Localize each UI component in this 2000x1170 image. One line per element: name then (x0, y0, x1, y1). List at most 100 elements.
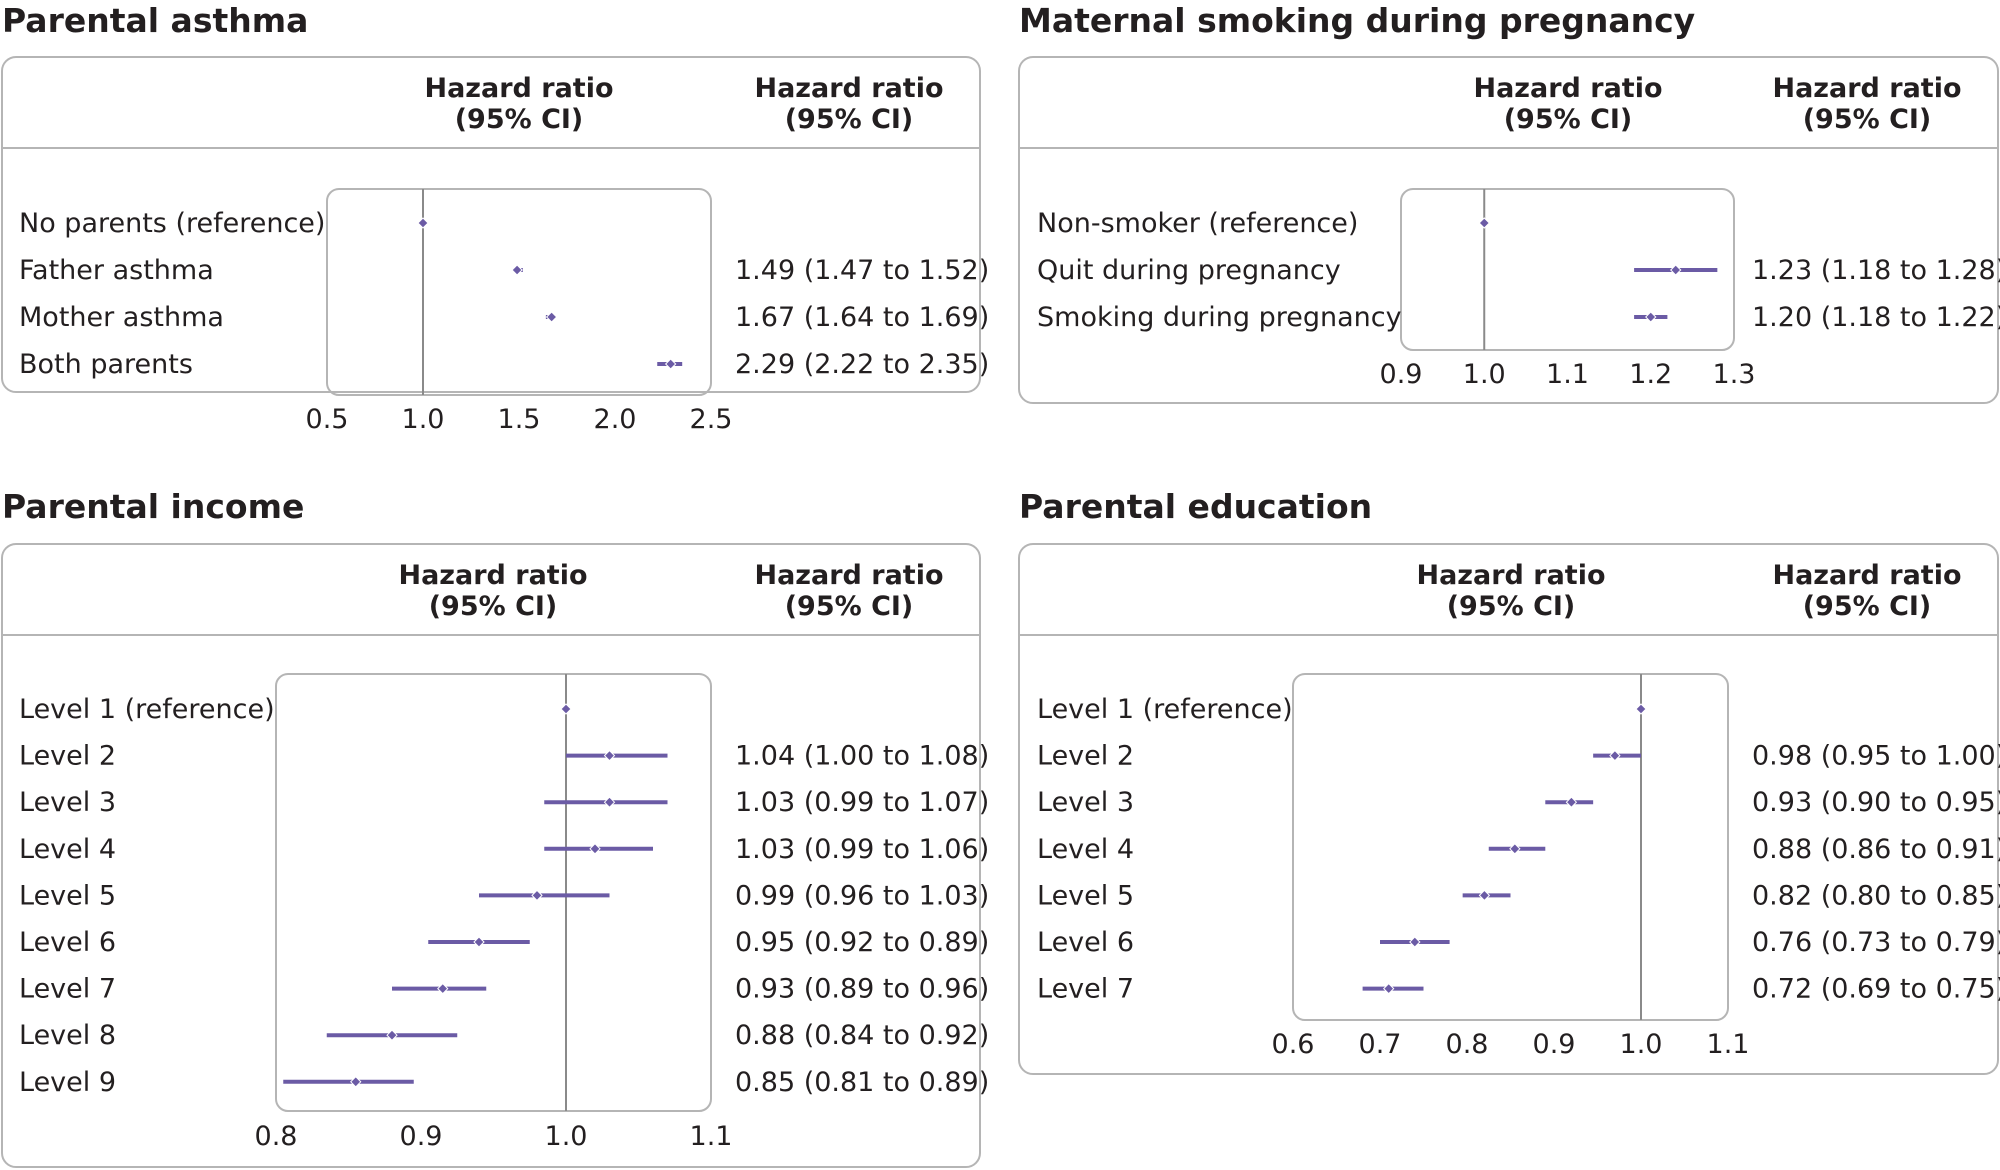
effect-header-line-1: Hazard ratio (424, 73, 613, 104)
ci-value: 1.67 (1.64 to 1.69) (735, 302, 989, 333)
hr-point (1509, 843, 1521, 855)
hr-point (350, 1076, 362, 1088)
ci-header-line-1: Hazard ratio (1772, 560, 1961, 591)
ci-value: 1.04 (1.00 to 1.08) (735, 741, 989, 772)
hr-point (1670, 264, 1682, 276)
hr-point (603, 749, 616, 762)
row-label: Level 1 (reference) (1037, 694, 1293, 725)
panel-title: Maternal smoking during pregnancy (1019, 1, 1695, 40)
x-tick-label: 0.9 (1533, 1029, 1576, 1060)
ci-value: 0.76 (0.73 to 0.79) (1752, 927, 2000, 958)
ci-header-line-2: (95% CI) (1803, 591, 1932, 622)
hr-point (417, 217, 429, 229)
x-tick-label: 1.5 (498, 404, 541, 435)
row-label: Level 4 (19, 834, 116, 865)
ci-value: 0.93 (0.90 to 0.95) (1752, 787, 2000, 818)
hr-point (664, 358, 677, 370)
hr-point (1609, 749, 1621, 762)
x-tick-label: 0.5 (306, 404, 349, 435)
hr-point (1635, 703, 1647, 715)
row-label: Level 5 (19, 880, 116, 911)
row-label: Level 1 (reference) (19, 694, 275, 725)
row-label: Both parents (19, 349, 193, 380)
x-tick-label: 2.5 (690, 404, 733, 435)
panel-frame (1, 543, 981, 1168)
x-tick-label: 1.3 (1713, 359, 1756, 390)
panel-frame (1018, 543, 1999, 1075)
plot-area (275, 673, 712, 1112)
x-tick-label: 0.8 (1446, 1029, 1489, 1060)
ci-header-line-2: (95% CI) (785, 591, 914, 622)
hr-point (1478, 889, 1491, 902)
x-tick-label: 1.0 (402, 404, 445, 435)
x-tick-label: 1.0 (1463, 359, 1506, 390)
effect-header-line-2: (95% CI) (1447, 591, 1576, 622)
panel-title: Parental education (1019, 487, 1372, 526)
forest-panel-2: Maternal smoking during pregnancy Hazard … (1018, 1, 2000, 404)
row-label: Level 2 (19, 741, 116, 772)
ci-value: 0.93 (0.89 to 0.96) (735, 974, 989, 1005)
plot-area (1292, 673, 1729, 1021)
ci-value: 0.98 (0.95 to 1.00) (1752, 741, 2000, 772)
hr-point (1478, 217, 1490, 229)
hr-point (1565, 796, 1578, 808)
ci-value: 0.88 (0.86 to 0.91) (1752, 834, 2000, 865)
hr-point (511, 264, 523, 276)
row-label: Level 7 (1037, 974, 1134, 1005)
ci-header-line-1: Hazard ratio (754, 73, 943, 104)
ci-value: 0.72 (0.69 to 0.75) (1752, 974, 2000, 1005)
hr-point (1645, 311, 1657, 323)
row-label: Level 4 (1037, 834, 1134, 865)
hr-point (545, 311, 558, 323)
row-label: Non-smoker (reference) (1037, 208, 1358, 239)
panel-title: Parental income (2, 487, 304, 526)
plot-area (326, 188, 712, 396)
x-tick-label: 0.9 (400, 1121, 443, 1152)
effect-header-line-2: (95% CI) (429, 591, 558, 622)
plot-area (1400, 188, 1735, 351)
row-label: Level 7 (19, 974, 116, 1005)
ci-value: 1.23 (1.18 to 1.28) (1752, 255, 2000, 286)
ci-value: 2.29 (2.22 to 2.35) (735, 349, 989, 380)
effect-header-line-1: Hazard ratio (1416, 560, 1605, 591)
hr-point (473, 936, 485, 948)
x-tick-label: 0.7 (1359, 1029, 1402, 1060)
row-label: Smoking during pregnancy (1037, 302, 1402, 333)
row-label: No parents (reference) (19, 208, 325, 239)
panel-frame (1, 56, 981, 393)
ci-value: 1.03 (0.99 to 1.06) (735, 834, 989, 865)
effect-header-line-2: (95% CI) (455, 104, 584, 135)
hr-point (386, 1029, 398, 1041)
row-label: Level 6 (19, 927, 116, 958)
hr-point (1382, 982, 1395, 995)
x-tick-label: 1.0 (1620, 1029, 1663, 1060)
ci-value: 1.03 (0.99 to 1.07) (735, 787, 989, 818)
x-tick-label: 1.1 (690, 1121, 733, 1152)
row-label: Level 8 (19, 1020, 116, 1051)
panel-frame (1018, 56, 1999, 404)
hr-point (560, 703, 572, 715)
ci-value: 0.82 (0.80 to 0.85) (1752, 880, 2000, 911)
x-tick-label: 1.0 (545, 1121, 588, 1152)
hr-point (437, 982, 449, 995)
hr-point (603, 796, 616, 808)
ci-value: 0.85 (0.81 to 0.89) (735, 1067, 989, 1098)
effect-header-line-2: (95% CI) (1504, 104, 1633, 135)
panel-title: Parental asthma (2, 1, 308, 40)
ci-value: 0.99 (0.96 to 1.03) (735, 880, 989, 911)
row-label: Mother asthma (19, 302, 224, 333)
ci-header-line-1: Hazard ratio (1772, 73, 1961, 104)
effect-header-line-1: Hazard ratio (398, 560, 587, 591)
row-label: Level 3 (19, 787, 116, 818)
ci-value: 0.95 (0.92 to 0.89) (735, 927, 989, 958)
row-label: Father asthma (19, 255, 214, 286)
ci-value: 1.49 (1.47 to 1.52) (735, 255, 989, 286)
row-label: Level 9 (19, 1067, 116, 1098)
ci-header-line-2: (95% CI) (1803, 104, 1932, 135)
hr-point (589, 843, 601, 855)
x-tick-label: 1.2 (1629, 359, 1672, 390)
